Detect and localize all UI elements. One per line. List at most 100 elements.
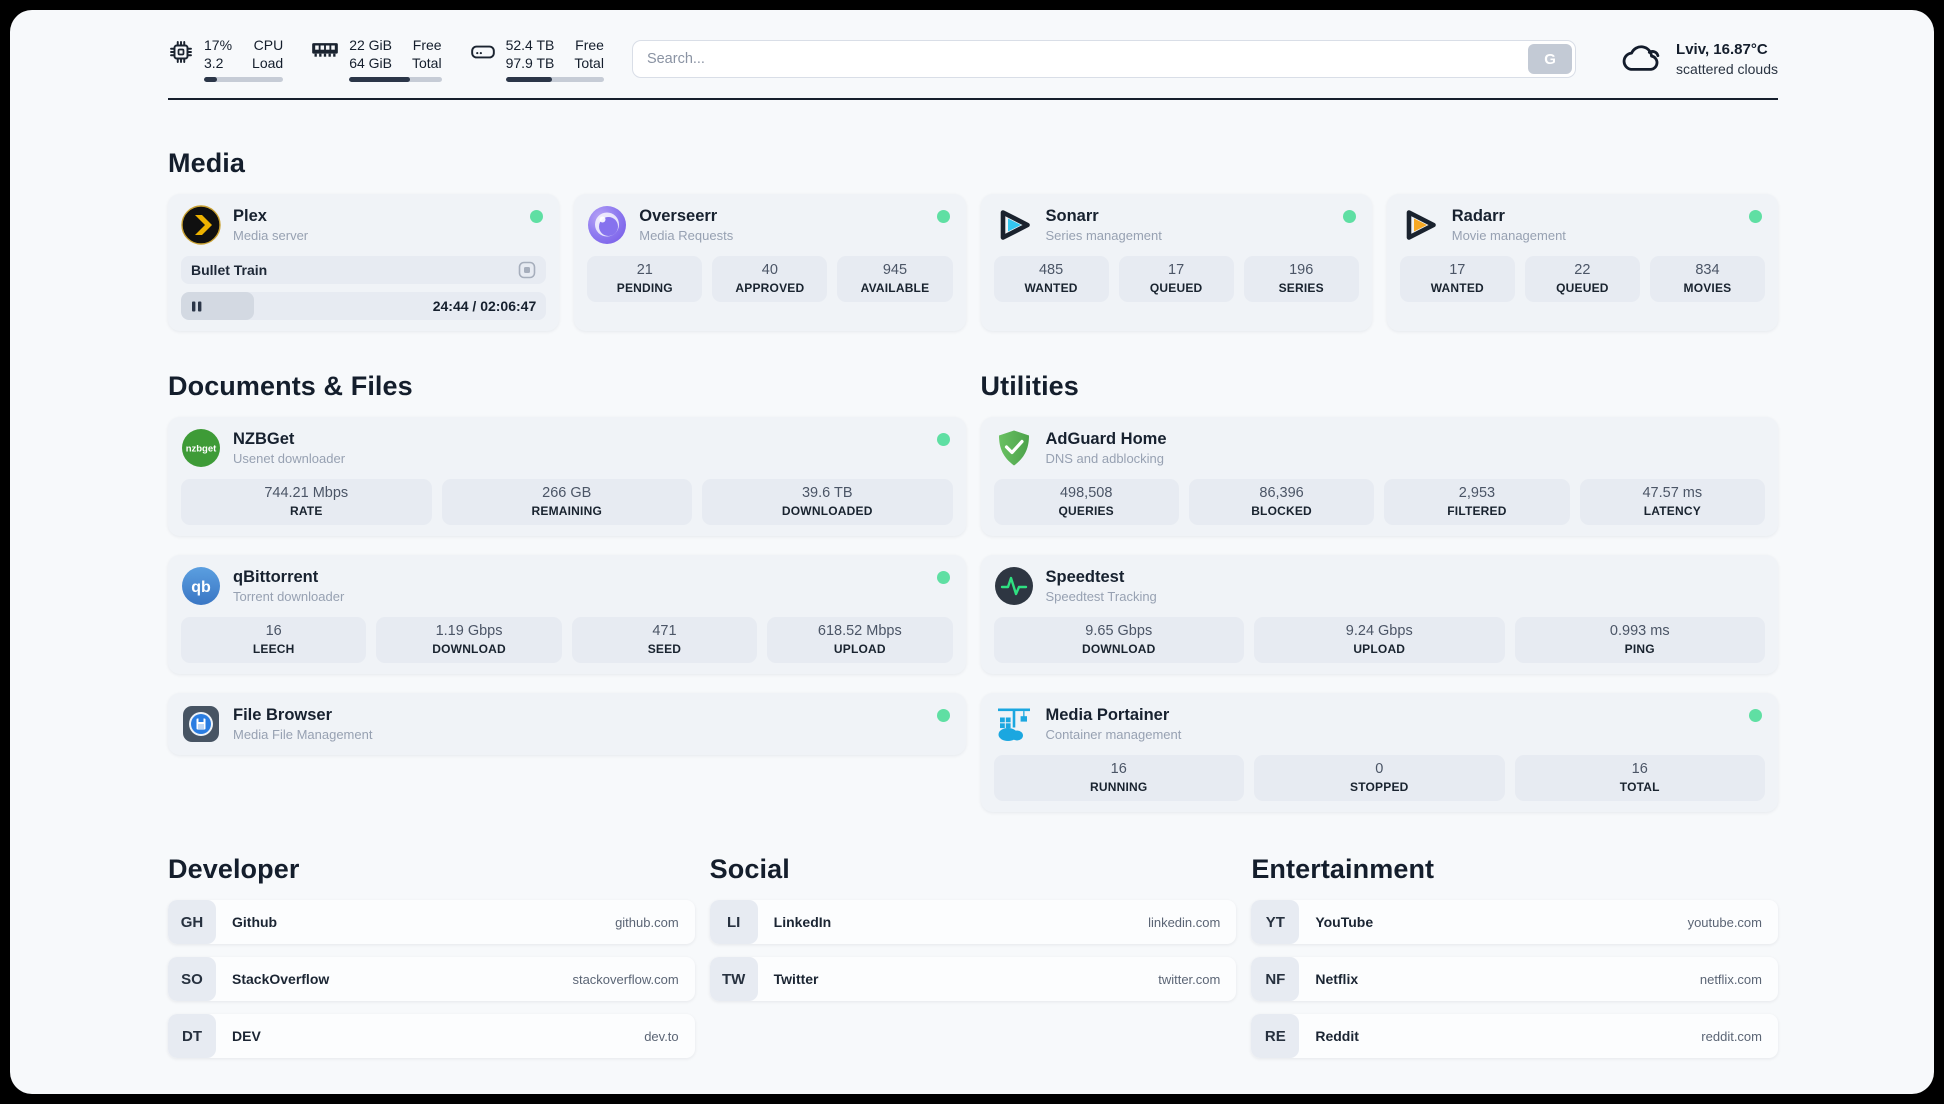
bookmark-linkedin[interactable]: LI LinkedIn linkedin.com [709,900,1237,945]
stat-box: 21 PENDING [587,256,703,303]
radarr-icon [1400,205,1440,245]
svg-text:qb: qb [191,579,211,596]
stat-box: 17 WANTED [1399,256,1515,303]
bookmark-url: netflix.com [1699,971,1762,987]
section-title-documents: Documents & Files [168,371,413,402]
stat-box-value: 17 [1168,262,1185,279]
status-indicator-online [1749,210,1762,224]
stat-box-value: 485 [1038,262,1064,279]
stat-value: 17% [204,37,233,53]
stat-box-value: 9.24 Gbps [1345,623,1413,640]
stat-box-value: 2,953 [1458,485,1496,502]
bookmark-youtube[interactable]: YT YouTube youtube.com [1251,900,1778,945]
app-description: Speedtest Tracking [1045,588,1157,604]
stat-box-value: 16 [1110,761,1127,778]
stat-box-value: 196 [1289,262,1314,279]
stat-values: 17% CPU 3.2 Load [204,36,284,83]
svg-text:nzbget: nzbget [186,444,217,455]
app-card-header: AdGuard Home DNS and adblocking [994,428,1766,468]
app-description: Media File Management [233,726,373,742]
stat-box-label: RATE [289,504,323,519]
qbittorrent-icon: qb [181,566,221,606]
stat-box-label: APPROVED [735,281,805,296]
stat-box: 834 MOVIES [1649,256,1765,303]
stat-box-value: 0.993 ms [1609,623,1670,640]
middle-columns: Documents & Files nzbget NZBGet Usenet dow… [168,371,1778,813]
media-app-grid: Plex Media server Bullet Train 24:44 / 02:0… [168,194,1778,332]
bookmark-reddit[interactable]: RE Reddit reddit.com [1251,1014,1778,1059]
section-title-entertainment: Entertainment [1251,854,1435,885]
system-stat: 52.4 TB Free 97.9 TB Total [470,36,604,83]
app-meta: Speedtest Speedtest Tracking [1046,567,1157,606]
app-name: Overseerr [639,207,718,226]
bookmark-stackoverflow[interactable]: SO StackOverflow stackoverflow.com [168,957,695,1002]
stat-box-value: 40 [761,262,778,279]
app-card-adguard[interactable]: AdGuard Home DNS and adblocking 498,508 QUE… [980,417,1778,537]
playback-progress-bar: 24:44 / 02:06:47 [181,292,547,321]
stat-box-label: UPLOAD [1353,642,1406,657]
app-meta: Radarr Movie management [1452,206,1566,245]
cpu-icon [168,39,194,65]
now-playing-title: Bullet Train [191,262,268,279]
app-card-radarr[interactable]: Radarr Movie management 17 WANTED 22 QUEUED 83… [1386,194,1778,332]
app-stat-grid: 9.65 Gbps DOWNLOAD 9.24 Gbps UPLOAD 0.993 ms… [993,617,1765,664]
app-name: Radarr [1451,207,1505,226]
stat-progress-bar [505,77,604,83]
stat-value: 52.4 TB [505,37,555,53]
section-media: Media Plex Media server Bullet Train 24:44 … [168,148,1778,332]
utilities-app-list: AdGuard Home DNS and adblocking 498,508 QUE… [980,417,1778,813]
stat-box: 2,953 FILTERED [1384,479,1570,526]
stat-label: CPU [253,37,284,53]
app-card-header: Overseerr Media Requests [587,205,952,245]
weather-widget: Lviv, 16.87°C scattered clouds [1620,40,1778,79]
documents-app-list: nzbget NZBGet Usenet downloader 744.21 Mbps… [168,417,966,756]
stat-box-label: SERIES [1278,281,1324,296]
app-name: AdGuard Home [1045,430,1167,449]
bookmark-name: Reddit [1315,1028,1359,1045]
app-card-qbittorrent[interactable]: qb qBittorrent Torrent downloader 16 LEECH 1.… [168,555,966,675]
bookmark-netflix[interactable]: NF Netflix netflix.com [1251,957,1778,1002]
bookmark-name: YouTube [1315,914,1374,931]
stat-box-value: 16 [1631,761,1648,778]
bookmark-abbr: TW [709,957,758,1002]
bookmark-twitter[interactable]: TW Twitter twitter.com [709,957,1237,1002]
stat-box: 471 SEED [571,617,758,664]
stat-box: 485 WANTED [993,256,1109,303]
app-name: Speedtest [1045,568,1125,587]
plex-icon [181,205,221,246]
bookmark-url: youtube.com [1687,914,1762,930]
stat-box-value: 86,396 [1259,485,1304,502]
app-meta: NZBGet Usenet downloader [233,429,345,468]
disk-icon [470,39,496,65]
playback-time: 24:44 / 02:06:47 [432,298,537,315]
app-card-filebrowser[interactable]: File Browser Media File Management [168,693,966,756]
stat-box: 266 GB REMAINING [441,479,692,526]
app-card-overseerr[interactable]: Overseerr Media Requests 21 PENDING 40 APPROV… [574,194,966,332]
app-card-speedtest[interactable]: Speedtest Speedtest Tracking 9.65 Gbps DOWN… [980,555,1778,675]
app-card-nzbget[interactable]: nzbget NZBGet Usenet downloader 744.21 Mbps… [168,417,966,537]
stat-label: Free [412,37,442,53]
app-name: Sonarr [1045,207,1099,226]
header-divider [168,98,1778,101]
app-description: Usenet downloader [233,450,346,466]
app-card-plex[interactable]: Plex Media server Bullet Train 24:44 / 02:0… [168,194,560,332]
stat-box-label: WANTED [1024,281,1078,296]
search-engine-button[interactable]: G [1528,44,1573,75]
bookmark-url: linkedin.com [1148,914,1221,930]
bookmark-dev[interactable]: DT DEV dev.to [168,1014,695,1059]
bookmark-name: Netflix [1315,971,1359,988]
app-card-portainer[interactable]: Media Portainer Container management 16 RUN… [980,693,1778,813]
weather-location-temp: Lviv, 16.87°C [1676,40,1768,58]
stat-box: 17 QUEUED [1118,256,1234,303]
social-bookmark-list: LI LinkedIn linkedin.com TW Twitter twitter.c… [709,900,1237,1002]
app-meta: AdGuard Home DNS and adblocking [1046,429,1167,468]
app-meta: Plex Media server [233,206,308,245]
search-input[interactable] [631,40,1577,79]
entertainment-bookmark-list: YT YouTube youtube.com NF Netflix netflix.com… [1251,900,1778,1059]
app-name: Media Portainer [1045,706,1170,725]
app-card-sonarr[interactable]: Sonarr Series management 485 WANTED 17 QUEUED… [980,194,1372,332]
stat-box-value: 471 [652,623,677,640]
stat-box: 744.21 Mbps RATE [181,479,432,526]
stat-box: 16 RUNNING [993,755,1244,802]
bookmark-github[interactable]: GH Github github.com [168,900,695,945]
